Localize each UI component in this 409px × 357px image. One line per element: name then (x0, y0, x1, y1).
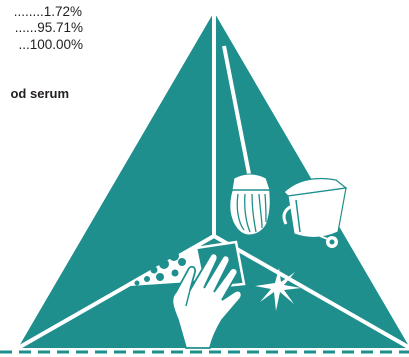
hand-wiping-icon (171, 252, 243, 349)
composition-line-3: ...100.00% (18, 37, 83, 52)
composition-line-1: ........1.72% (13, 4, 82, 19)
sparkle-icon (255, 268, 301, 311)
mop-icon (222, 45, 272, 236)
composition-line-2: ......95.71% (14, 20, 83, 35)
divider-lines (17, 12, 409, 350)
bucket-icon (282, 177, 348, 248)
caption-text: od serum (10, 86, 69, 101)
